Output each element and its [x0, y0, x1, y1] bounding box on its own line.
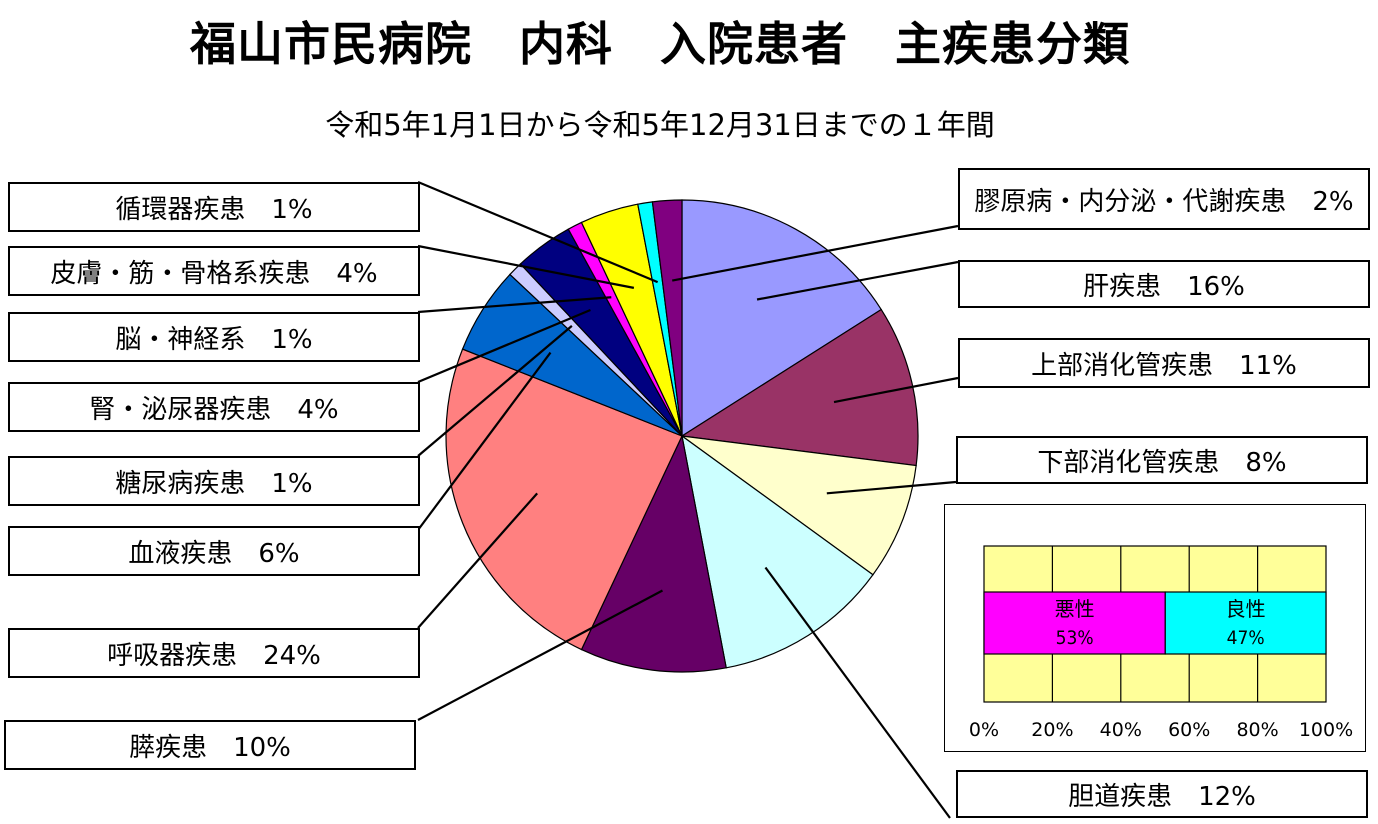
pie-label: 腎・泌尿器疾患 4% — [8, 382, 420, 432]
pie-label: 膠原病・内分泌・代謝疾患 2% — [958, 168, 1370, 230]
pie-label: 循環器疾患 1% — [8, 182, 420, 232]
pie-label: 上部消化管疾患 11% — [958, 338, 1370, 388]
pie-slice — [580, 434, 727, 673]
leader-line — [417, 296, 612, 314]
pie-slice — [651, 199, 683, 437]
pie-slice — [681, 199, 883, 438]
bar-data-label: 47% — [1227, 627, 1265, 649]
bar-series-name: 悪性 — [1055, 597, 1095, 621]
leader-line — [756, 260, 959, 301]
pie-label: 膵疾患 10% — [4, 720, 416, 770]
pie-label: 呼吸器疾患 24% — [8, 628, 420, 678]
leader-line — [417, 180, 659, 284]
bar-segment — [1164, 591, 1327, 655]
leader-line — [417, 492, 539, 629]
leader-line — [417, 589, 663, 721]
chart-subtitle: 令和5年1月1日から令和5年12月31日までの１年間 — [325, 108, 995, 142]
pie-slice — [681, 435, 917, 576]
pie-slice — [445, 348, 683, 651]
pie-label: 血液疾患 6% — [8, 526, 420, 576]
leader-line — [826, 480, 957, 495]
pie-label: 胆道疾患 12% — [956, 770, 1368, 818]
pie-label: 糖尿病疾患 1% — [8, 456, 420, 506]
x-tick-label: 80% — [1236, 719, 1278, 741]
pie-slice — [680, 308, 919, 467]
x-tick-label: 20% — [1031, 719, 1073, 741]
x-tick-label: 0% — [969, 719, 999, 741]
chart-title: 福山市民病院 内科 入院患者 主疾患分類 — [190, 17, 1130, 71]
bar-data-label: 53% — [1056, 627, 1094, 649]
leader-line — [417, 244, 635, 289]
x-tick-label: 60% — [1168, 719, 1210, 741]
leader-line — [672, 224, 959, 282]
leader-line — [764, 566, 951, 819]
x-tick-label: 40% — [1100, 719, 1142, 741]
leader-line — [417, 325, 573, 457]
pie-label: 皮膚・筋・骨格系疾患 4% — [8, 246, 420, 296]
pie-slice — [681, 434, 874, 669]
x-tick-label: 100% — [1299, 719, 1353, 741]
bar-series-name: 良性 — [1226, 597, 1266, 621]
leader-line — [417, 308, 591, 384]
pie-label: 肝疾患 16% — [958, 260, 1370, 308]
pie-label: 下部消化管疾患 8% — [956, 436, 1368, 484]
leader-line — [417, 351, 552, 531]
pie-label: 脳・神経系 1% — [8, 312, 420, 362]
leader-line — [833, 376, 959, 404]
